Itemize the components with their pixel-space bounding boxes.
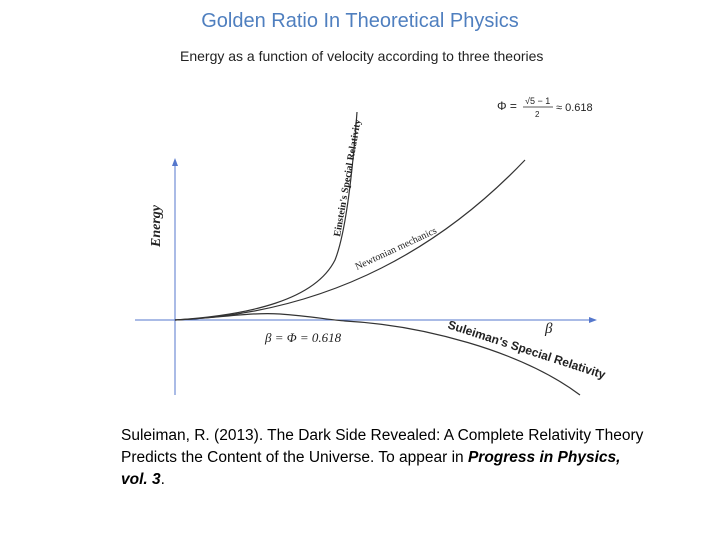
formula-denominator: 2 [535, 110, 540, 119]
x-axis-label: β [544, 321, 553, 337]
citation-text: Suleiman, R. (2013). The Dark Side Revea… [121, 427, 644, 466]
slide-title: Golden Ratio In Theoretical Physics [201, 10, 519, 32]
x-arrow [589, 317, 597, 323]
citation: Suleiman, R. (2013). The Dark Side Revea… [121, 425, 651, 491]
y-arrow [172, 158, 178, 166]
newtonian-label: Newtonian mechanics [354, 225, 439, 272]
einstein-curve [174, 111, 358, 321]
citation-end: . [160, 471, 165, 488]
y-axis-label: Energy [149, 204, 164, 248]
citation-journal: Progress in Physics, vol. 3 [121, 449, 621, 488]
einstein-label: Einstein's Special Relativity [332, 119, 363, 238]
suleiman-curve [174, 313, 581, 396]
annotation: β = Φ = 0.618 [264, 330, 342, 345]
suleiman-label: Suleiman's Special Relativity [446, 318, 607, 382]
formula-numerator: √5 − 1 [525, 96, 550, 106]
formula: Φ = [497, 99, 517, 113]
formula-value: ≈ 0.618 [556, 102, 593, 114]
figure-title: Energy as a function of velocity accordi… [180, 48, 543, 64]
